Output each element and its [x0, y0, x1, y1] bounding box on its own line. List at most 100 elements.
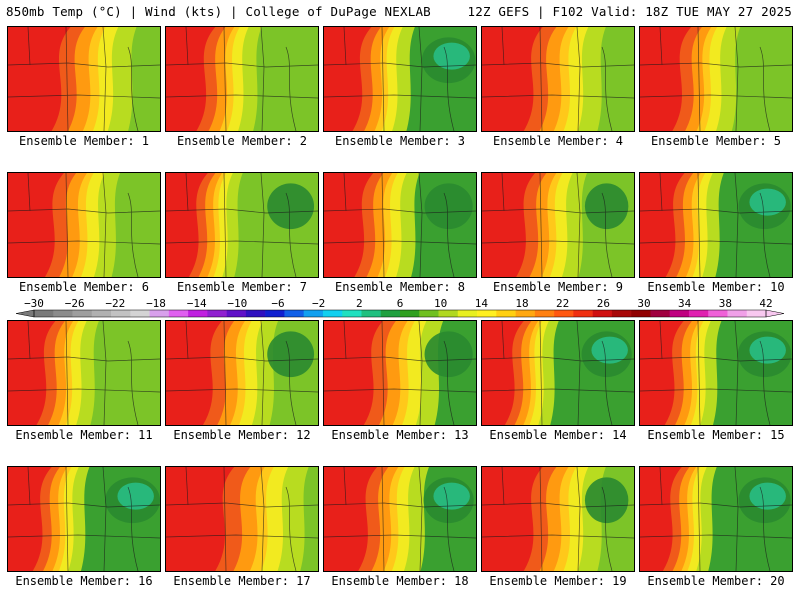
colorbar-segment: [631, 310, 651, 317]
colorbar-tick-label: 14: [475, 298, 489, 310]
colorbar-tick-label: 30: [637, 298, 650, 310]
ensemble-member-map: [7, 466, 161, 572]
ensemble-member-map: [7, 320, 161, 426]
colorbar-segment: [361, 310, 382, 317]
ensemble-member-map: [639, 320, 793, 426]
ensemble-member-map: [481, 466, 635, 572]
colorbar-segment: [534, 310, 555, 317]
colorbar-segment: [342, 310, 362, 317]
ensemble-member-map: [639, 466, 793, 572]
colorbar-segment: [34, 310, 54, 317]
colorbar-segment: [438, 310, 459, 317]
ensemble-member-label: Ensemble Member: 13: [331, 428, 469, 442]
ensemble-member-map: [7, 26, 161, 132]
colorbar-segment: [226, 310, 247, 317]
colorbar-segment: [53, 310, 73, 317]
ensemble-member-map: [165, 320, 319, 426]
colorbar-segment: [149, 310, 170, 317]
ensemble-member-label: Ensemble Member: 19: [489, 574, 627, 588]
ensemble-member-label: Ensemble Member: 9: [492, 280, 624, 294]
ensemble-member-label: Ensemble Member: 11: [15, 428, 153, 442]
ensemble-member-label: Ensemble Member: 14: [489, 428, 627, 442]
colorbar-segment: [496, 310, 516, 317]
colorbar-segment: [207, 310, 227, 317]
colorbar-left-arrow: [15, 309, 35, 318]
colorbar-tick-label: −10: [227, 298, 247, 310]
header-right-valid-time: 12Z GEFS | F102 Valid: 18Z TUE MAY 27 20…: [467, 4, 792, 19]
temperature-colorbar: −30 −26 −22 −18 −14 −10 −6 −2 2 6 10 14 18 22 26 30 34 38…: [15, 298, 785, 318]
ensemble-member-label: Ensemble Member: 8: [334, 280, 466, 294]
colorbar-segment: [400, 310, 420, 317]
colorbar-segment: [380, 310, 401, 317]
ensemble-member-map: [639, 172, 793, 278]
colorbar-segment: [188, 310, 208, 317]
ensemble-member-map: [323, 26, 477, 132]
colorbar-segment: [477, 310, 497, 317]
colorbar-segment: [265, 310, 285, 317]
ensemble-member-label: Ensemble Member: 16: [15, 574, 153, 588]
colorbar-segment: [746, 310, 767, 317]
colorbar-tick-label: −22: [105, 298, 125, 310]
ensemble-member-map: [7, 172, 161, 278]
colorbar-segment: [303, 310, 324, 317]
colorbar-tick-label: −18: [146, 298, 166, 310]
colorbar-segment: [688, 310, 709, 317]
ensemble-member-map: [481, 320, 635, 426]
ensemble-member-label: Ensemble Member: 2: [176, 134, 308, 148]
colorbar-segment: [611, 310, 632, 317]
colorbar-tick-label: 42: [759, 298, 772, 310]
ensemble-member-label: Ensemble Member: 10: [647, 280, 785, 294]
colorbar-segment: [592, 310, 613, 317]
ensemble-member-label: Ensemble Member: 18: [331, 574, 469, 588]
colorbar-tick-label: −26: [65, 298, 85, 310]
ensemble-member-map: [165, 466, 319, 572]
colorbar-segment: [669, 310, 690, 317]
colorbar-tick-label: 10: [434, 298, 447, 310]
colorbar-tick-label: 6: [397, 298, 404, 310]
colorbar-segment: [727, 310, 748, 317]
colorbar-segment: [111, 310, 131, 317]
colorbar-tick-label: −2: [312, 298, 325, 310]
ensemble-member-map: [639, 26, 793, 132]
colorbar-right-arrow: [765, 309, 785, 318]
colorbar-tick-label: 26: [597, 298, 610, 310]
ensemble-member-map: [481, 172, 635, 278]
colorbar-segment: [322, 310, 343, 317]
ensemble-member-label: Ensemble Member: 5: [650, 134, 782, 148]
colorbar-segment: [168, 310, 189, 317]
colorbar-tick-label: 18: [515, 298, 528, 310]
ensemble-member-map: [165, 26, 319, 132]
colorbar-tick-label: 38: [719, 298, 732, 310]
ensemble-member-label: Ensemble Member: 7: [176, 280, 308, 294]
colorbar-segment: [554, 310, 574, 317]
colorbar-segment: [419, 310, 439, 317]
colorbar-segment: [708, 310, 728, 317]
ensemble-member-label: Ensemble Member: 20: [647, 574, 785, 588]
ensemble-member-label: Ensemble Member: 17: [173, 574, 311, 588]
colorbar-tick-label: 2: [356, 298, 363, 310]
header-left-title: 850mb Temp (°C) | Wind (kts) | College o…: [6, 4, 431, 19]
ensemble-member-map: [323, 320, 477, 426]
ensemble-member-label: Ensemble Member: 6: [18, 280, 150, 294]
colorbar-segment: [650, 310, 670, 317]
ensemble-member-map: [323, 466, 477, 572]
colorbar-tick-label: 34: [678, 298, 692, 310]
colorbar-segment: [72, 310, 93, 317]
ensemble-member-label: Ensemble Member: 12: [173, 428, 311, 442]
colorbar-segment: [245, 310, 266, 317]
colorbar-segment: [91, 310, 112, 317]
ensemble-member-map: [165, 172, 319, 278]
colorbar-segment: [457, 310, 478, 317]
colorbar-tick-label: −14: [187, 298, 207, 310]
colorbar-segment: [130, 310, 150, 317]
colorbar-segment: [284, 310, 304, 317]
colorbar-segment: [515, 310, 536, 317]
ensemble-member-label: Ensemble Member: 1: [18, 134, 150, 148]
colorbar-outline: [33, 309, 767, 318]
ensemble-member-map: [481, 26, 635, 132]
colorbar-tick-label: −30: [24, 298, 44, 310]
ensemble-member-map: [323, 172, 477, 278]
ensemble-member-label: Ensemble Member: 4: [492, 134, 624, 148]
colorbar-segment: [573, 310, 593, 317]
ensemble-member-label: Ensemble Member: 15: [647, 428, 785, 442]
